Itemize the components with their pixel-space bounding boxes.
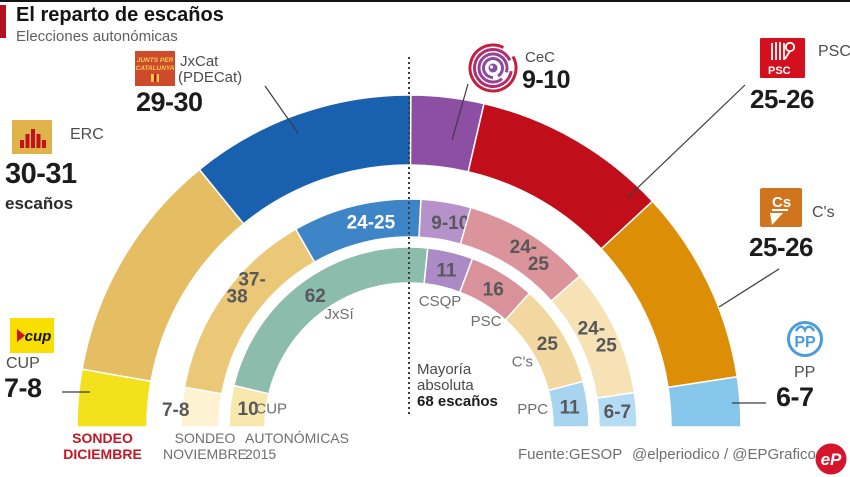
party-ring-label: CUP [255,401,287,418]
callout-erc: ERC 30-31 escaños [5,118,125,218]
top-rule [0,0,850,2]
seat-count-label: 37-38 [227,269,266,307]
svg-text:Cs: Cs [772,194,791,211]
callout-cec: CeC 9-10 [464,40,584,102]
cs-logo-icon: Cs [760,188,802,227]
psc-logo-icon: PSC [760,38,805,78]
seat-count-label: 7-8 [162,400,189,421]
source-credit: Fuente:GESOP [518,446,623,463]
segment-autonomicas-2015-ppc [547,380,590,428]
elperiodico-logo-icon: eP [815,443,847,475]
party-seats: 25-26 [749,232,814,262]
ring-caption-december: SONDEO DICIEMBRE [63,430,142,462]
seat-count-label: 24-25 [578,318,618,356]
seat-count-label: 16 [483,280,504,301]
social-credits: @elperiodico / @EPGraficos [632,446,824,463]
party-seats: 6-7 [776,382,814,412]
title-accent-bar [0,5,6,38]
party-subname: (PDECat) [178,69,243,86]
seat-count-label: 10 [238,399,259,420]
callout-leader-line [451,83,469,141]
pp-logo-icon: PP [787,321,823,357]
svg-text:JUNTS PER: JUNTS PER [137,57,174,64]
party-name: JxCat [180,53,219,70]
callout-pp: PP PP 6-7 [770,316,850,416]
ring-caption-2015: AUTONÓMICAS 2015 [245,430,349,462]
page-title: El reparto de escaños [16,4,224,26]
seat-count-label: 9-10 [431,213,469,234]
party-ring-label: CSQP [419,293,462,310]
segment-december-pp [667,375,742,428]
svg-text:CATALUNYA: CATALUNYA [136,65,175,72]
svg-text:PP: PP [794,334,816,351]
seat-count-label: 6-7 [604,402,631,423]
party-name: PSC [818,43,850,60]
segment-november-pp [595,391,638,428]
seat-count-label: 11 [560,397,581,418]
party-seats: 29-30 [136,87,203,117]
party-ring-label: PSC [471,313,502,330]
party-name: C's [812,204,835,221]
seat-count-label: 24-25 [347,213,396,234]
party-ring-label: PPC [517,401,548,418]
callout-leader-line [718,268,780,308]
party-seats: 30-31 [5,158,77,190]
svg-text:PSC: PSC [768,65,791,77]
party-name: CUP [6,355,40,372]
party-seats: 7-8 [4,373,42,403]
cup-logo-icon: cup [10,318,54,353]
seats-unit: escaños [5,194,74,213]
party-name: CeC [525,49,556,66]
party-name: ERC [70,126,104,143]
party-name: PP [794,364,816,381]
seat-count-label: 62 [305,286,326,307]
callout-leader-line [626,84,746,199]
erc-logo-icon [12,120,52,154]
majority-annotation: Mayoría absoluta 68 escaños [417,361,498,410]
jxcat-logo-icon: JUNTS PER CATALUNYA [135,51,175,86]
party-ring-label: C's [512,354,533,371]
cec-logo-icon [468,43,518,93]
callout-cup: cup CUP 7-8 [4,316,94,416]
seat-count-label: 25 [537,334,559,355]
seat-count-label: 11 [436,260,457,281]
page-subtitle: Elecciones autonómicas [16,28,178,45]
svg-text:eP: eP [821,450,842,469]
svg-text:cup: cup [25,328,52,345]
party-ring-label: JxSí [325,306,355,323]
callout-psc: PSC PSC 25-26 [748,36,850,116]
party-seats: 9-10 [522,66,571,94]
callout-cs: Cs C's 25-26 [747,186,850,266]
seat-count-label: 24-25 [510,237,550,275]
callout-leader-line [264,85,299,134]
callout-jxcat: JUNTS PER CATALUNYA JxCat (PDECat) 29-30 [133,49,253,119]
ring-caption-november: SONDEO NOVIEMBRE [162,430,247,462]
party-seats: 25-26 [750,84,815,114]
